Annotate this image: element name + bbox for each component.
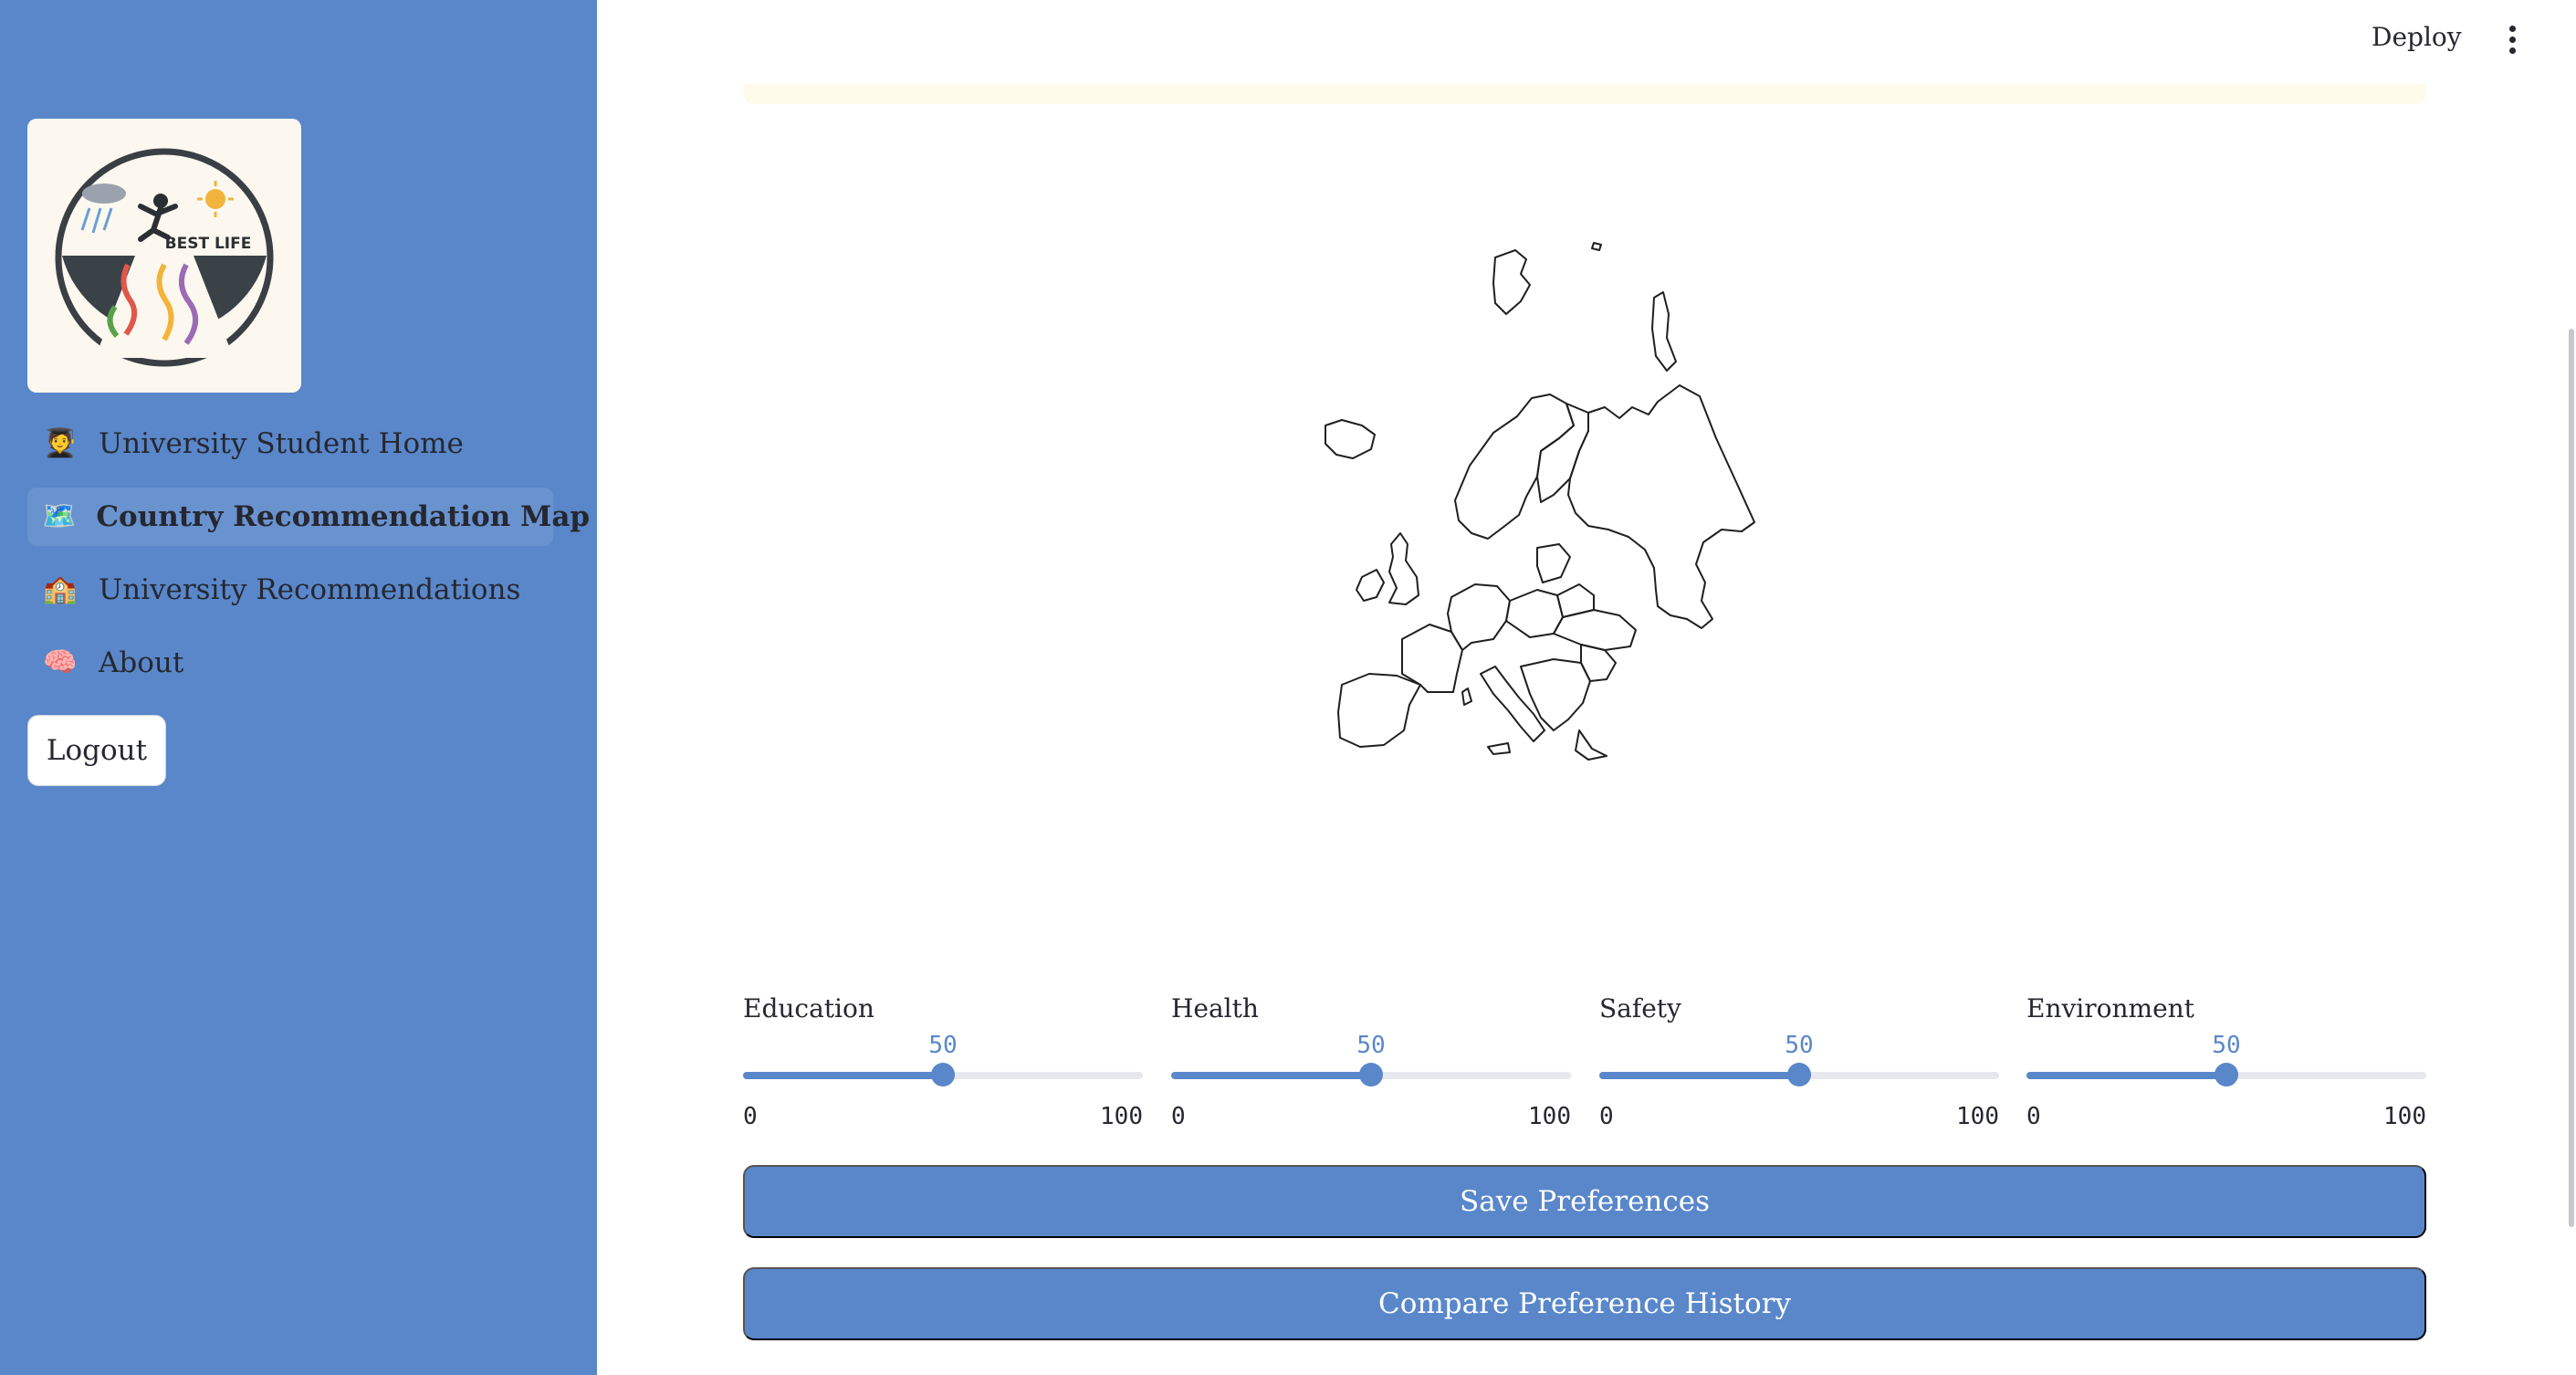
slider-max: 100 bbox=[1956, 1103, 1999, 1130]
slider-value: 50 bbox=[928, 1032, 958, 1059]
sidebar-item-university-recommendations[interactable]: 🏫 University Recommendations bbox=[27, 561, 553, 619]
italy-shape bbox=[1480, 666, 1545, 742]
sidebar: BEST LIFE 🧑‍🎓 University Student Home 🗺️… bbox=[0, 0, 597, 1375]
romania-shape bbox=[1580, 644, 1617, 682]
slider-thumb[interactable] bbox=[931, 1063, 955, 1086]
baltics-shape bbox=[1536, 543, 1571, 583]
slider-value: 50 bbox=[1785, 1032, 1814, 1059]
logo-text: BEST LIFE bbox=[165, 235, 252, 253]
finland-shape bbox=[1536, 403, 1589, 503]
sidebar-item-label: About bbox=[99, 646, 184, 679]
logout-button[interactable]: Logout bbox=[27, 715, 166, 786]
ukraine-shape bbox=[1553, 609, 1637, 651]
slider-environment[interactable]: Environment 50 0 100 bbox=[2026, 986, 2426, 1132]
slider-fill bbox=[1599, 1072, 1799, 1079]
iberia-shape bbox=[1337, 673, 1421, 748]
save-preferences-button[interactable]: Save Preferences bbox=[743, 1165, 2426, 1238]
slider-education[interactable]: Education 50 0 100 bbox=[743, 986, 1143, 1132]
slider-min: 0 bbox=[1171, 1103, 1186, 1130]
best-life-logo-icon: BEST LIFE bbox=[55, 148, 274, 367]
slider-safety[interactable]: Safety 50 0 100 bbox=[1599, 986, 1999, 1132]
sidebar-item-label: University Student Home bbox=[99, 427, 464, 460]
app-logo: BEST LIFE bbox=[27, 119, 301, 393]
map-icon: 🗺️ bbox=[42, 500, 77, 532]
slider-value: 50 bbox=[2212, 1032, 2241, 1059]
great-britain-shape bbox=[1388, 532, 1419, 605]
slider-thumb[interactable] bbox=[1787, 1063, 1811, 1086]
slider-min: 0 bbox=[743, 1103, 758, 1130]
notice-bar bbox=[743, 84, 2426, 104]
sidebar-item-country-recommendation-map[interactable]: 🗺️ Country Recommendation Map bbox=[27, 488, 590, 546]
iceland-shape bbox=[1325, 419, 1376, 459]
slider-thumb[interactable] bbox=[1359, 1063, 1383, 1086]
slider-min: 0 bbox=[1599, 1103, 1614, 1130]
slider-label: Environment bbox=[2026, 993, 2194, 1023]
more-vertical-icon[interactable] bbox=[2501, 26, 2523, 58]
sidebar-item-university-student-home[interactable]: 🧑‍🎓 University Student Home bbox=[27, 415, 553, 473]
russia-shape bbox=[1567, 384, 1755, 629]
ireland-shape bbox=[1356, 569, 1385, 602]
poland-shape bbox=[1505, 589, 1564, 638]
deploy-button[interactable]: Deploy bbox=[2372, 22, 2462, 52]
slider-label: Safety bbox=[1599, 993, 1681, 1023]
europe-map-icon bbox=[1325, 242, 1755, 761]
main-scrollbar[interactable] bbox=[2569, 329, 2574, 1227]
slider-thumb[interactable] bbox=[2215, 1063, 2238, 1086]
slider-fill bbox=[1171, 1072, 1371, 1079]
svalbard-shape bbox=[1492, 249, 1531, 315]
sidebar-item-label: University Recommendations bbox=[99, 573, 521, 606]
belarus-shape bbox=[1556, 583, 1595, 618]
student-icon: 🧑‍🎓 bbox=[43, 427, 78, 459]
france-shape bbox=[1401, 624, 1463, 693]
germany-shape bbox=[1447, 583, 1511, 651]
sidebar-item-label: Country Recommendation Map bbox=[96, 500, 591, 533]
brain-icon: 🧠 bbox=[43, 646, 78, 678]
slider-label: Education bbox=[743, 993, 874, 1023]
europe-map[interactable] bbox=[1314, 237, 1789, 767]
slider-max: 100 bbox=[1528, 1103, 1571, 1130]
school-icon: 🏫 bbox=[43, 573, 78, 605]
slider-label: Health bbox=[1171, 993, 1259, 1023]
balkans-shape bbox=[1520, 658, 1591, 731]
slider-max: 100 bbox=[2383, 1103, 2426, 1130]
slider-health[interactable]: Health 50 0 100 bbox=[1171, 986, 1571, 1132]
slider-fill bbox=[743, 1072, 943, 1079]
slider-max: 100 bbox=[1100, 1103, 1143, 1130]
sidebar-item-about[interactable]: 🧠 About bbox=[27, 634, 553, 692]
novaya-zemlya-shape bbox=[1651, 291, 1677, 372]
slider-min: 0 bbox=[2026, 1103, 2041, 1130]
slider-value: 50 bbox=[1356, 1032, 1386, 1059]
compare-preference-history-button[interactable]: Compare Preference History bbox=[743, 1267, 2426, 1340]
slider-fill bbox=[2026, 1072, 2226, 1079]
scandinavia-shape bbox=[1454, 394, 1575, 540]
